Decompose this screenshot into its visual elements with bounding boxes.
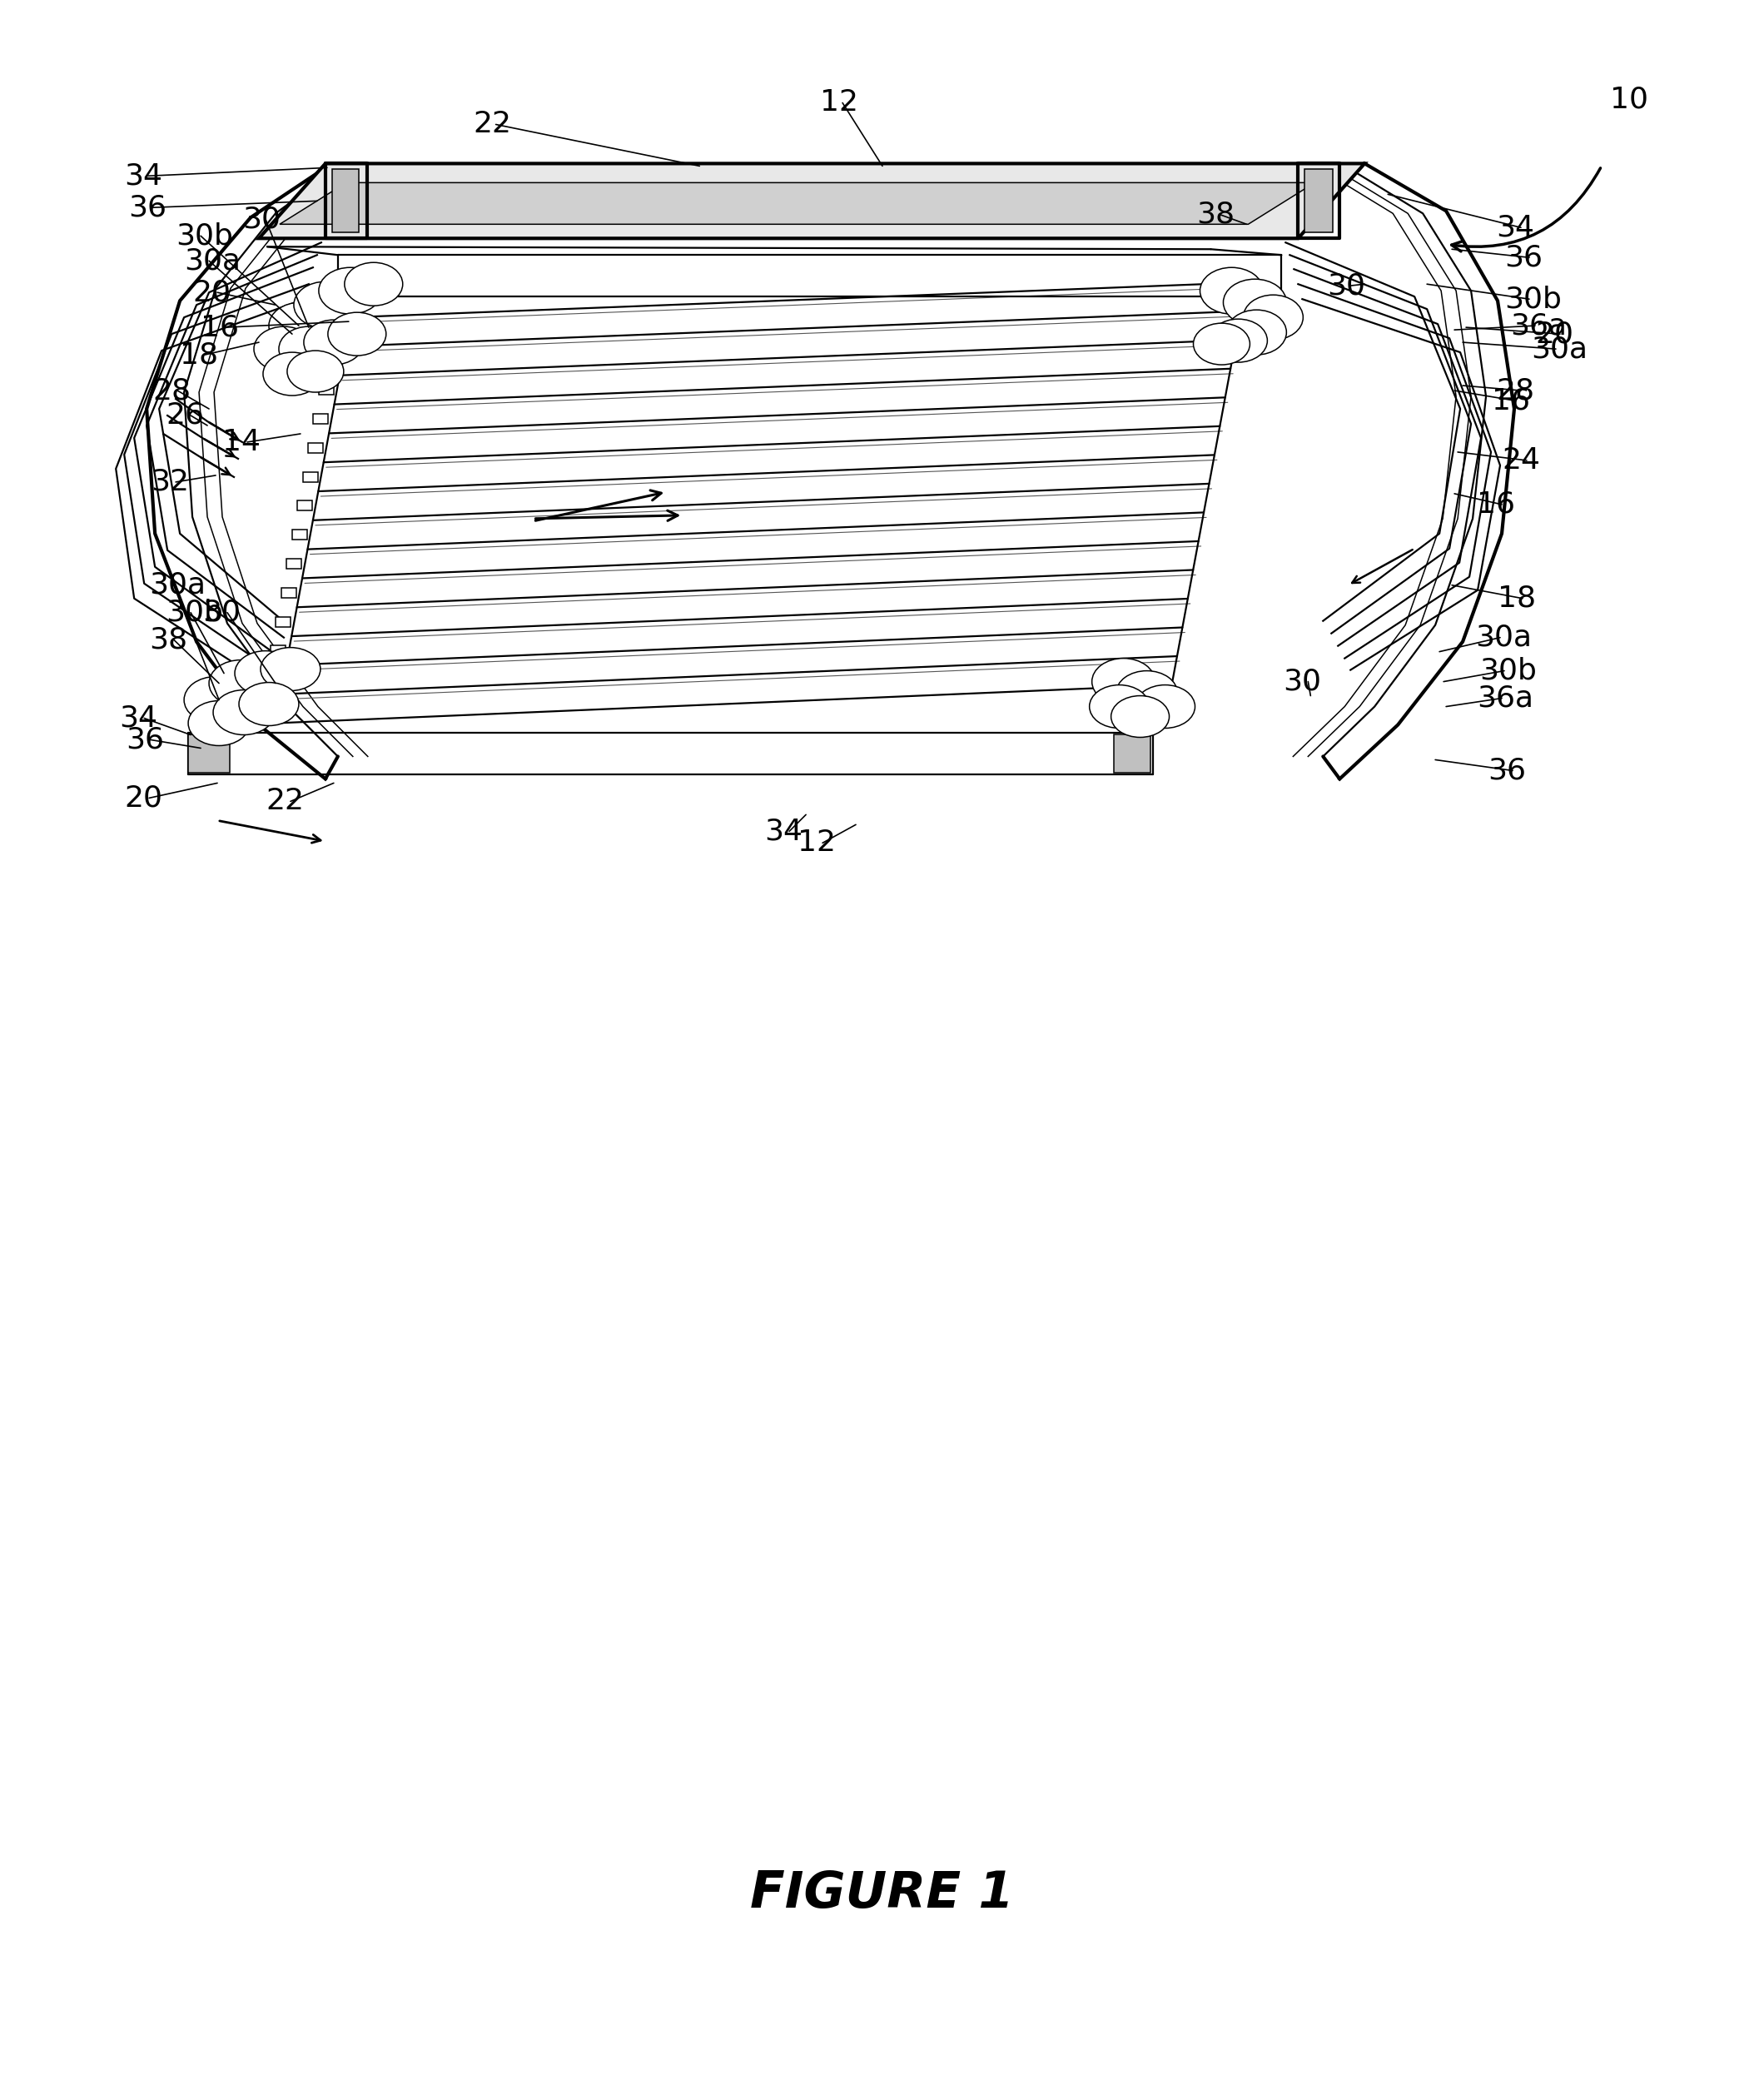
Ellipse shape <box>328 312 386 356</box>
Text: 16: 16 <box>1476 490 1515 520</box>
Text: 14: 14 <box>222 427 261 457</box>
Ellipse shape <box>288 350 344 392</box>
Text: 20: 20 <box>123 784 162 813</box>
Text: 16: 16 <box>1492 385 1529 415</box>
Text: 20: 20 <box>1535 321 1573 348</box>
Text: 30: 30 <box>1282 668 1321 696</box>
Text: 34: 34 <box>764 817 803 846</box>
Ellipse shape <box>1208 318 1267 362</box>
Ellipse shape <box>1111 696 1170 737</box>
Text: FIGURE 1: FIGURE 1 <box>750 1869 1014 1919</box>
Ellipse shape <box>189 700 250 746</box>
Text: 36a: 36a <box>1510 312 1566 339</box>
Text: 28: 28 <box>152 377 191 404</box>
Ellipse shape <box>344 262 402 306</box>
Ellipse shape <box>268 302 332 350</box>
Text: 36: 36 <box>125 725 164 754</box>
Text: 20: 20 <box>192 279 231 306</box>
Ellipse shape <box>213 689 275 735</box>
Text: 16: 16 <box>201 312 238 341</box>
Polygon shape <box>286 559 302 568</box>
Text: 28: 28 <box>1496 377 1535 404</box>
Text: 34: 34 <box>1496 214 1535 241</box>
Ellipse shape <box>1090 685 1150 729</box>
Ellipse shape <box>254 327 314 371</box>
Text: 36: 36 <box>1505 243 1542 272</box>
Polygon shape <box>259 704 275 714</box>
Ellipse shape <box>238 683 298 725</box>
Ellipse shape <box>1194 323 1251 365</box>
Text: 38: 38 <box>1196 201 1235 228</box>
Text: 30b: 30b <box>176 222 233 249</box>
Text: 30a: 30a <box>1531 335 1588 362</box>
Text: 30b: 30b <box>166 599 222 626</box>
Ellipse shape <box>1226 310 1286 354</box>
Polygon shape <box>1305 170 1334 233</box>
Text: 30: 30 <box>1327 272 1365 300</box>
Ellipse shape <box>183 677 247 723</box>
Polygon shape <box>189 735 229 773</box>
Polygon shape <box>1113 735 1150 773</box>
Text: 24: 24 <box>1501 446 1540 476</box>
Text: 22: 22 <box>473 111 512 138</box>
Text: 26: 26 <box>166 402 205 429</box>
Ellipse shape <box>263 352 321 396</box>
Text: 36a: 36a <box>1476 685 1533 712</box>
Ellipse shape <box>303 321 363 365</box>
Polygon shape <box>259 163 1365 239</box>
Text: 18: 18 <box>180 341 219 369</box>
FancyArrowPatch shape <box>1452 168 1600 251</box>
Text: 34: 34 <box>120 704 157 733</box>
Polygon shape <box>330 327 344 337</box>
Ellipse shape <box>1092 658 1155 704</box>
Polygon shape <box>270 645 286 656</box>
Text: 30a: 30a <box>1475 624 1531 652</box>
Text: 30a: 30a <box>150 572 206 599</box>
Text: 12: 12 <box>797 830 836 857</box>
Ellipse shape <box>261 647 321 691</box>
Ellipse shape <box>1136 685 1194 729</box>
Text: 30a: 30a <box>183 247 240 274</box>
Polygon shape <box>280 589 296 597</box>
Polygon shape <box>319 385 333 394</box>
Text: 38: 38 <box>150 626 187 654</box>
Text: 36: 36 <box>1487 756 1526 786</box>
Ellipse shape <box>235 652 296 696</box>
Text: 18: 18 <box>1498 585 1536 612</box>
Text: 30: 30 <box>203 599 240 626</box>
Text: 36: 36 <box>129 193 166 222</box>
Ellipse shape <box>1200 268 1263 314</box>
Polygon shape <box>309 442 323 453</box>
Text: 30b: 30b <box>1480 656 1536 685</box>
Polygon shape <box>325 356 339 367</box>
Text: 32: 32 <box>150 467 189 497</box>
Polygon shape <box>293 530 307 541</box>
Polygon shape <box>298 501 312 511</box>
Ellipse shape <box>279 327 339 371</box>
Polygon shape <box>314 415 328 423</box>
Text: 22: 22 <box>266 788 303 815</box>
Text: 30: 30 <box>242 205 280 233</box>
Ellipse shape <box>295 281 356 329</box>
Ellipse shape <box>1222 279 1286 325</box>
Ellipse shape <box>208 660 272 706</box>
Ellipse shape <box>1244 295 1304 339</box>
Polygon shape <box>280 182 1314 224</box>
Text: 34: 34 <box>123 161 162 191</box>
Polygon shape <box>332 170 358 233</box>
Text: 12: 12 <box>820 88 859 117</box>
Polygon shape <box>303 471 318 482</box>
Ellipse shape <box>319 268 383 314</box>
Text: 30b: 30b <box>1505 285 1561 314</box>
Polygon shape <box>265 675 280 685</box>
Polygon shape <box>275 616 291 626</box>
Ellipse shape <box>1117 670 1178 716</box>
Text: 10: 10 <box>1611 86 1648 113</box>
